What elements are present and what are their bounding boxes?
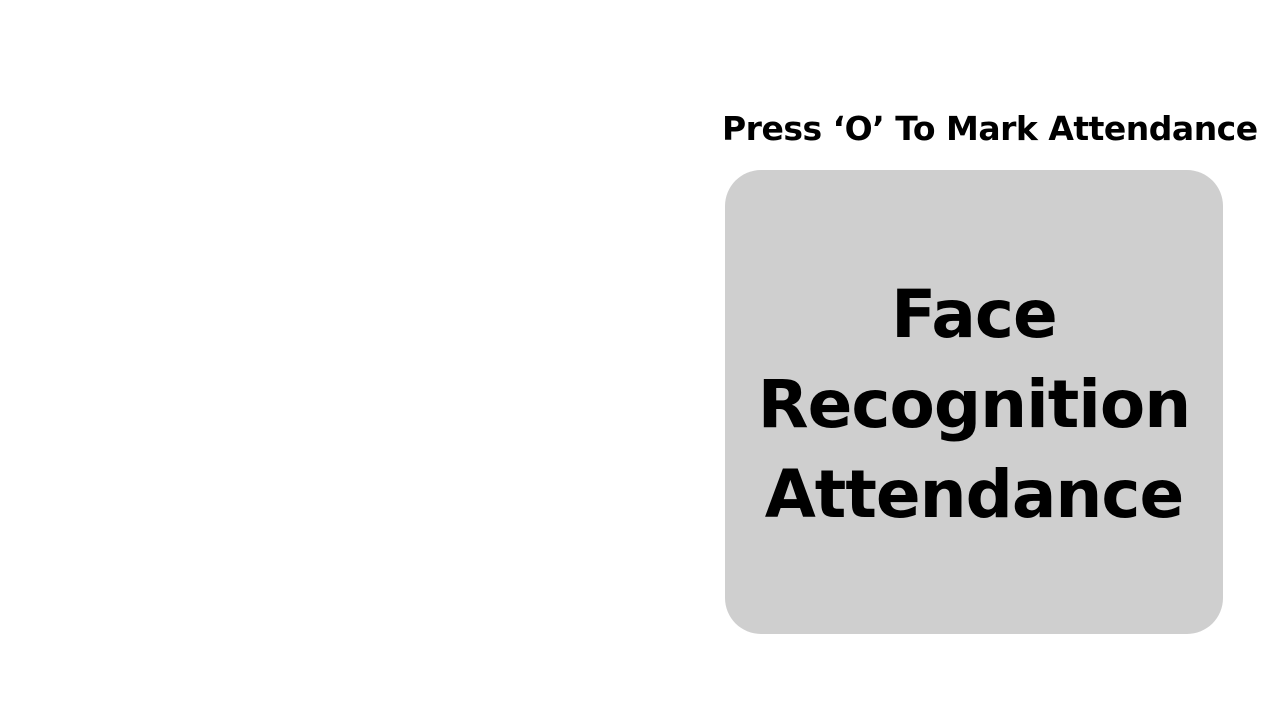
app-title-panel: Face Recognition Attendance <box>725 170 1223 634</box>
mark-attendance-instruction: Press ‘O’ To Mark Attendance <box>722 109 1258 148</box>
app-title-line-1: Face <box>891 276 1058 353</box>
app-title-line-2: Recognition <box>757 366 1191 443</box>
camera-feed-area <box>0 0 700 720</box>
app-title-line-3: Attendance <box>764 456 1185 533</box>
app-title: Face Recognition Attendance <box>757 270 1191 540</box>
